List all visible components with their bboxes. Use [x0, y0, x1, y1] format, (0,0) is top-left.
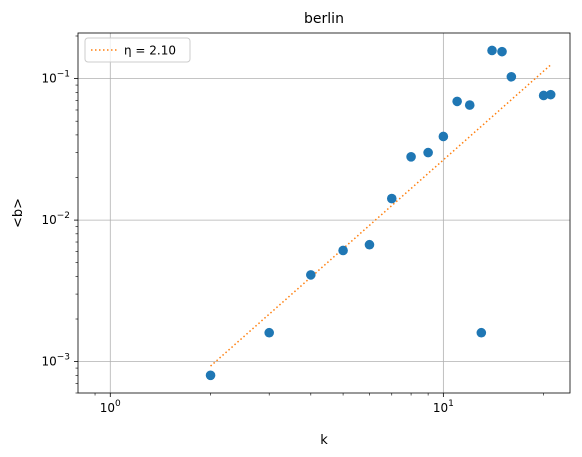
data-point — [264, 327, 274, 338]
x-tick-label: 101 — [433, 399, 454, 415]
y-axis-label: <b> — [11, 198, 26, 228]
data-point — [487, 45, 497, 56]
y-tick-label: 10−1 — [41, 70, 70, 86]
data-point — [545, 89, 556, 100]
chart-title: berlin — [304, 11, 344, 27]
x-tick-label: 100 — [100, 399, 121, 415]
data-point — [423, 147, 433, 158]
data-point — [506, 71, 517, 82]
x-axis-label: k — [320, 433, 328, 448]
plot-frame — [77, 32, 571, 394]
grid-lines — [78, 33, 570, 393]
legend: η = 2.10 — [84, 37, 191, 63]
axis-ticks: 100 101 10−3 10−2 10−1 — [41, 35, 544, 415]
y-tick-label: 10−2 — [41, 211, 70, 227]
legend-fit-label: η = 2.10 — [124, 44, 176, 58]
y-tick-label: 10−3 — [41, 353, 70, 369]
data-point — [452, 96, 462, 107]
data-points — [205, 45, 556, 381]
data-point — [205, 370, 216, 381]
data-point — [497, 46, 507, 57]
data-point — [386, 193, 397, 204]
data-point — [406, 152, 416, 162]
data-point — [464, 100, 475, 110]
data-point — [438, 131, 449, 142]
data-point — [538, 90, 549, 101]
data-point — [338, 245, 348, 256]
data-point — [364, 239, 375, 250]
legend-box — [84, 37, 191, 63]
data-point — [476, 327, 487, 338]
data-point — [306, 270, 316, 280]
